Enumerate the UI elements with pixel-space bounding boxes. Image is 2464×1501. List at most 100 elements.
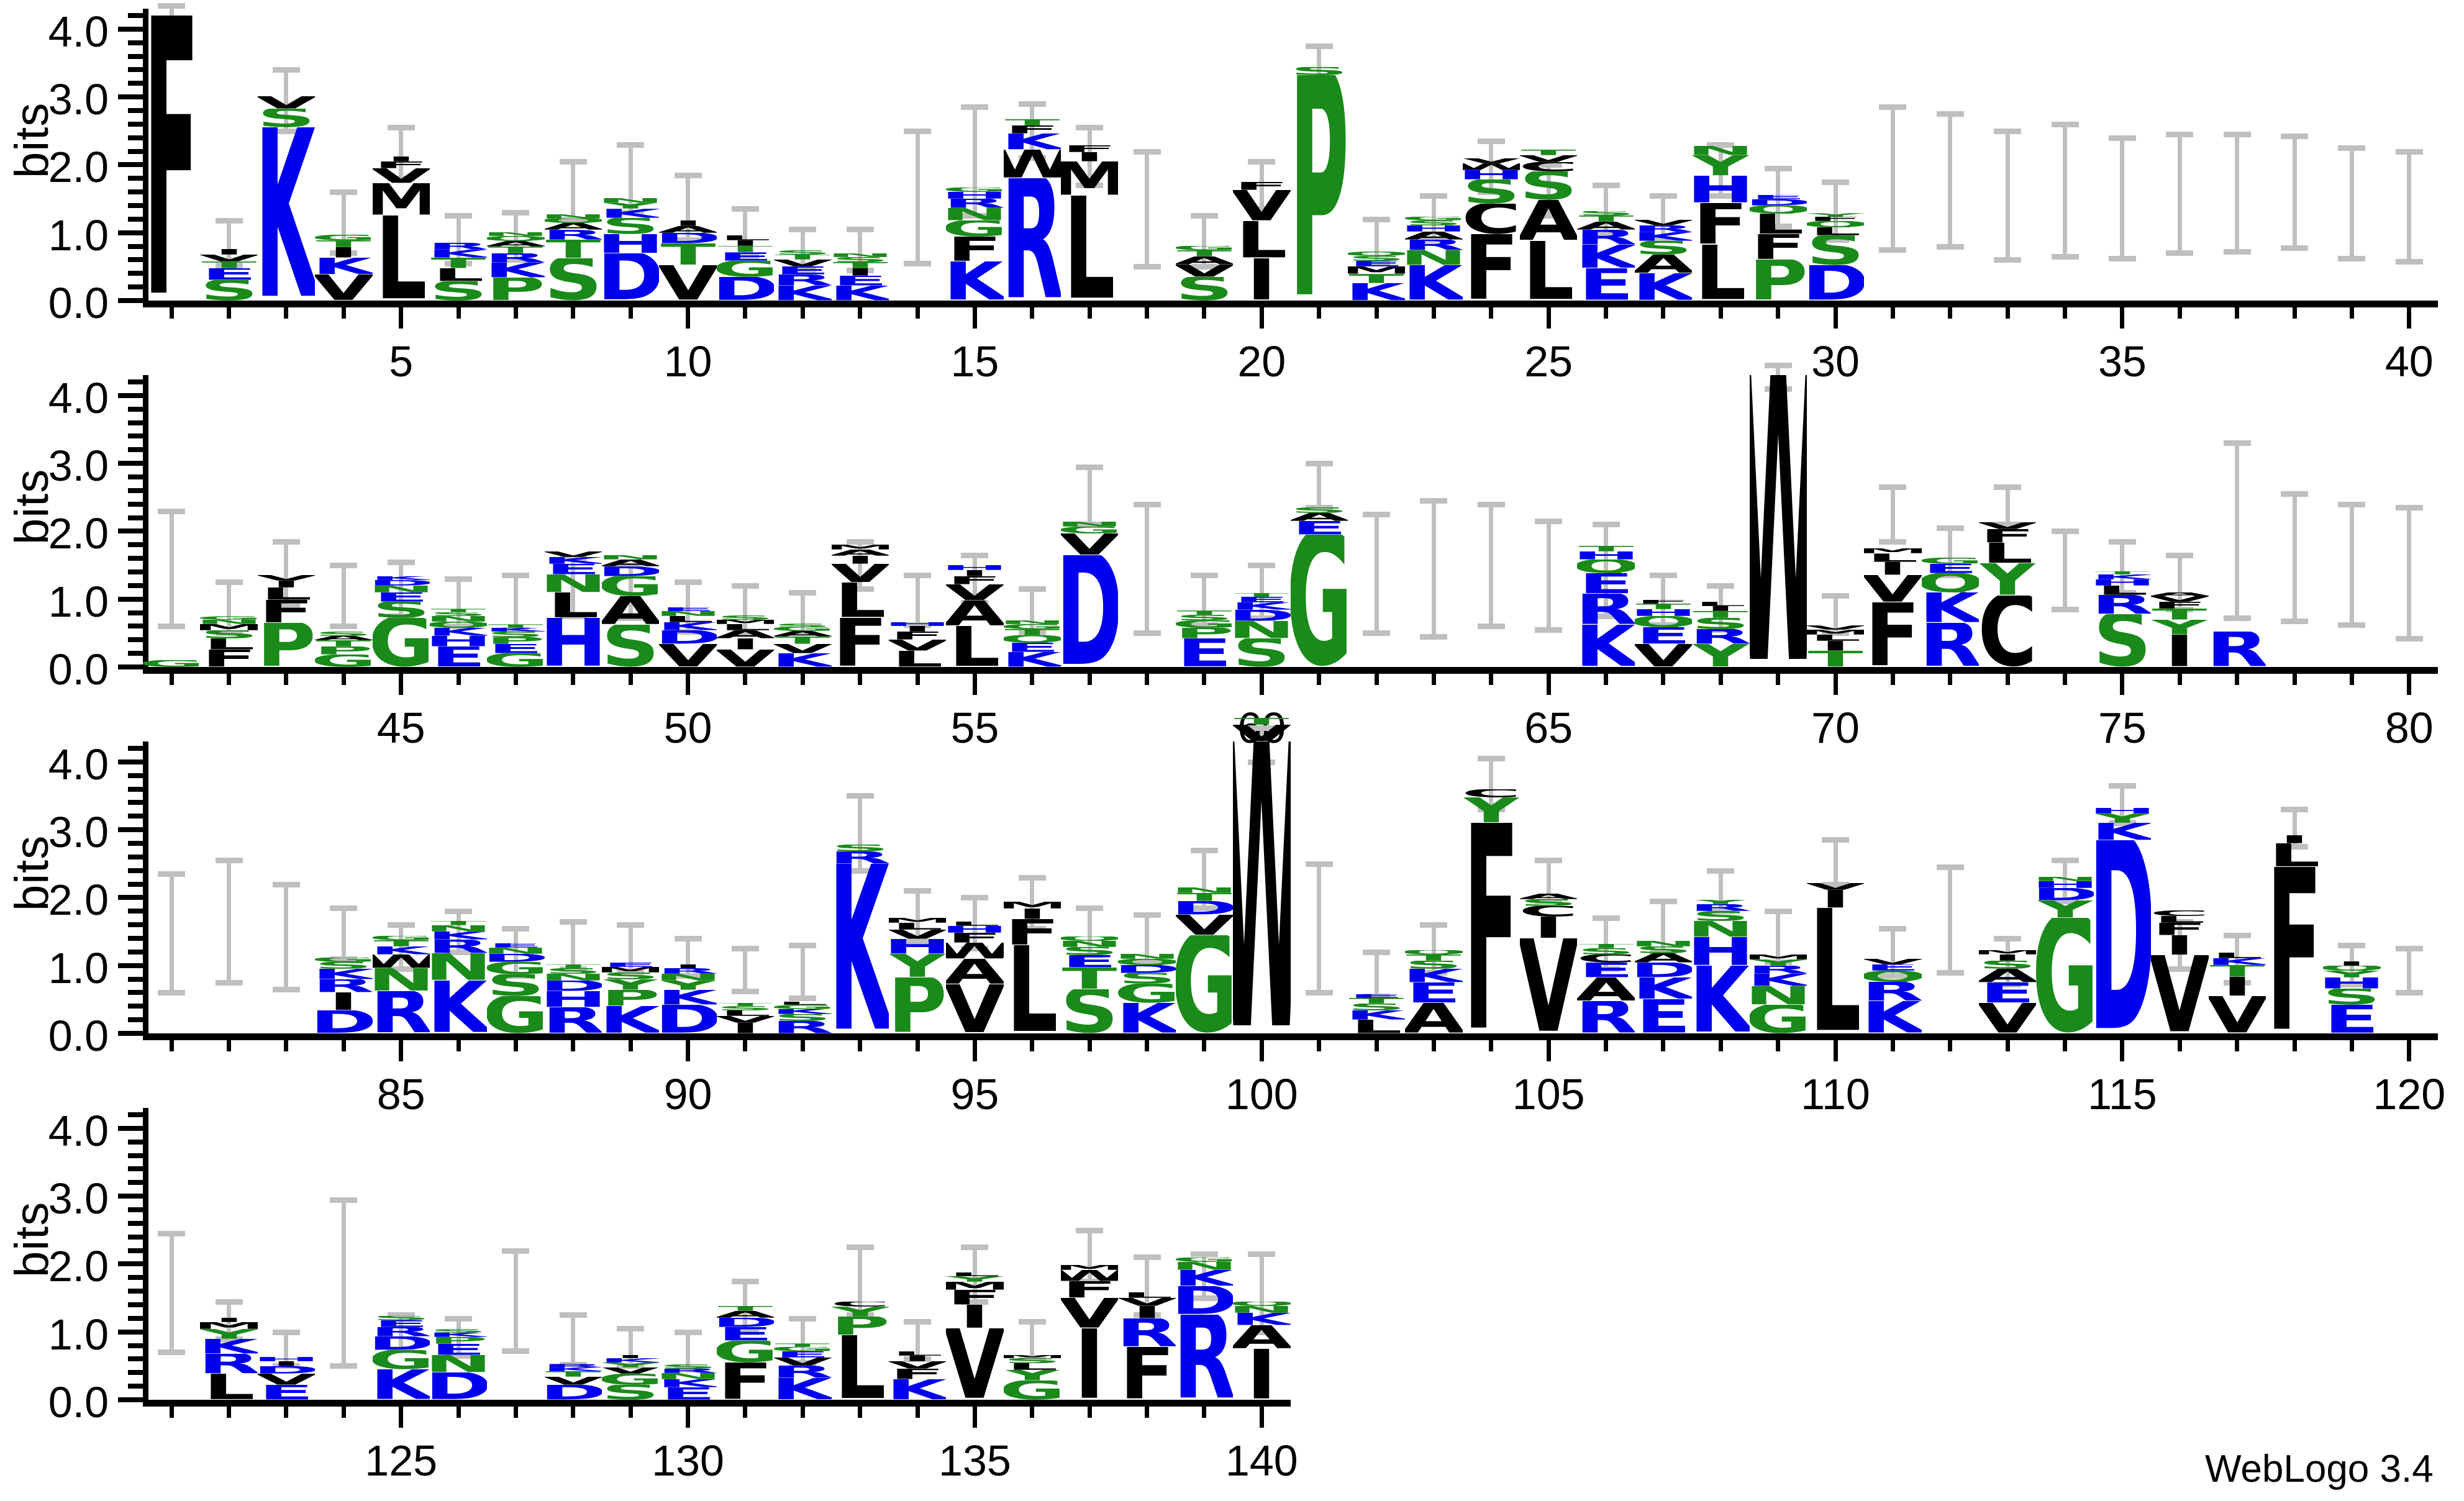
logo-stack: VIFMYL [946,1272,1003,1400]
logo-letter: S [1577,948,1635,955]
logo-letter: R [659,968,717,974]
logo-letter: G [1176,246,1233,251]
x-tick-minor [1718,674,1723,685]
logo-letter: K [774,1378,832,1400]
x-tick-minor [227,674,232,685]
logo-letter: V [1634,643,1693,667]
logo-letter: F [1004,125,1060,134]
logo-letter: Q [1233,1302,1290,1307]
logo-letter: T [430,609,486,612]
y-tick-major [118,1125,143,1131]
logo-letter: S [602,1384,660,1400]
logo-letter: L [1752,214,1804,234]
logo-letter: D [430,1372,487,1400]
logo-letter: P [429,1337,488,1345]
x-tick-minor [2349,1040,2354,1051]
logo-letter: A [1577,222,1635,230]
logo-letter: T [488,246,543,253]
logo-letter: Q [1405,950,1462,955]
logo-letter: D [487,954,544,962]
logo-letter: D [1807,265,1864,301]
logo-letter: F [2266,867,2322,1033]
logo-letter: L [203,1374,255,1400]
logo-letter: K [315,258,373,275]
logo-letter: D [545,1385,602,1400]
logo-letter: D [315,1010,372,1033]
x-tick-minor [800,307,805,319]
logo-stack: RHDNST [545,964,602,1033]
logo-letter: T [430,920,486,926]
logo-letter: V [1520,938,1578,1033]
x-tick-minor [1374,674,1379,685]
error-bar [2209,733,2266,1033]
logo-letter: N [430,616,487,622]
logo-stack: RSKGL [774,1002,831,1033]
logo-letter: A [1634,953,1693,963]
logo-letter: E [775,1351,830,1358]
logo-letter: D [659,233,716,243]
x-tick-minor [341,674,346,685]
y-tick-minor [128,935,143,941]
logo-letter: I [2165,935,2195,956]
logo-letter: T [2094,571,2150,575]
y-tick-minor [128,81,143,86]
logo-letter: H [889,939,946,954]
error-bar [832,733,889,1033]
x-tick-major [399,674,404,695]
logo-letter: T [1004,628,1060,635]
logo-letter: N [373,586,430,592]
logo-letter: K [487,262,545,278]
error-bar [1061,366,1118,667]
error-bar [1233,725,1290,1033]
y-tick-label: 3.0 [48,808,109,857]
logo-letter: I [845,555,875,564]
y-tick-label: 0.0 [48,279,109,327]
logo-stack: EVDIH [258,1357,315,1400]
logo-letter: F [1062,1281,1117,1299]
y-tick-major [118,963,143,968]
logo-letter: R [1692,904,1750,912]
logo-letter: L [1121,1292,1173,1299]
logo-letter: T [1176,892,1232,901]
x-tick-minor [1145,1407,1150,1418]
logo-letter: H [2036,881,2093,888]
logo-letter: S [487,632,545,637]
x-tick-minor [284,1407,289,1418]
logo-stack: VIALMS [717,615,774,667]
x-tick-major [1259,1407,1264,1428]
y-tick-minor [128,854,143,859]
error-bar [545,0,602,301]
logo-stack: PKRTAQN [487,232,544,301]
error-bar [1405,0,1462,301]
logo-letter: T [1348,998,1404,1004]
logo-stack: FLVIAM [832,545,889,667]
logo-letter: H [1635,609,1692,616]
logo-letter: Y [2093,813,2152,823]
logo-letter: G [2036,918,2093,1033]
error-bar [1692,366,1749,667]
x-tick-label: 45 [376,704,425,752]
x-tick-minor [628,307,633,319]
logo-letter: V [716,1015,775,1023]
x-tick-minor [571,1407,576,1418]
x-tick-minor [1030,1407,1035,1418]
logo-stack: VAWFHL [946,922,1003,1033]
y-tick-minor [128,1343,143,1348]
logo-stack: STESNQ [1061,936,1118,1033]
error-bar [1922,366,1979,667]
logo-letter: H [1577,551,1634,560]
logo-letter: M [1807,630,1864,635]
x-tick-label: 25 [1524,337,1573,386]
logo-letter: F [1004,919,1060,945]
x-tick-minor [743,1040,748,1051]
logo-letter: K [1692,965,1750,1033]
y-tick-major [118,26,143,32]
logo-letter: F [947,933,1002,943]
logo-letter: S [602,217,660,234]
x-tick-minor [2063,674,2068,685]
error-bar [1291,366,1348,667]
logo-letter: S [315,962,373,969]
logo-letter: I [730,1022,761,1033]
x-tick-label: 125 [365,1436,438,1485]
